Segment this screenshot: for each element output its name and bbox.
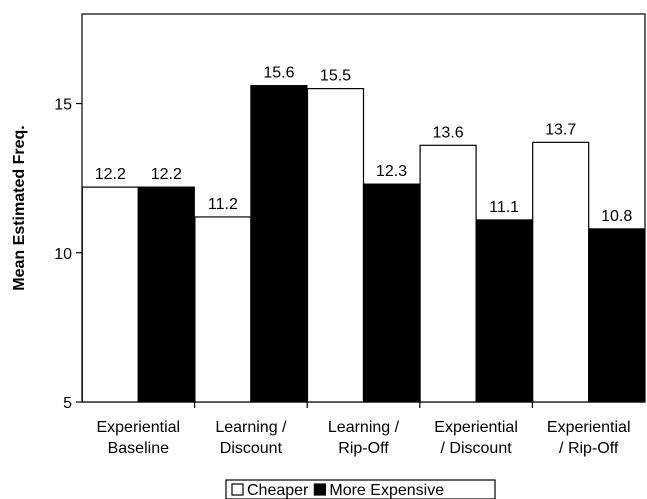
x-tick-label: Rip-Off (338, 440, 389, 457)
legend-label: Cheaper (247, 482, 309, 499)
data-label: 12.2 (95, 166, 126, 183)
y-tick-label: 5 (63, 395, 72, 412)
x-tick-label: Baseline (108, 440, 169, 457)
bar-cheaper (194, 216, 252, 403)
y-tick-label: 10 (54, 246, 72, 263)
bar-cheaper (419, 144, 477, 403)
data-label: 15.6 (263, 65, 294, 82)
legend-swatch-cheaper (231, 483, 244, 496)
data-label: 13.7 (545, 121, 576, 138)
data-label: 13.6 (433, 124, 464, 141)
y-tick-label: 15 (54, 97, 72, 114)
bar-more-expensive (362, 183, 421, 403)
legend-label: More Expensive (329, 482, 444, 499)
x-tick-label: Experiential (434, 419, 518, 436)
data-label: 11.1 (489, 199, 519, 216)
data-label: 15.5 (320, 68, 351, 85)
x-tick-label: Learning / (328, 419, 400, 436)
bar-more-expensive (250, 85, 308, 403)
data-label: 12.3 (376, 163, 407, 180)
bar-cheaper (532, 141, 590, 403)
x-tick-label: / Rip-Off (559, 440, 619, 457)
data-label: 11.2 (208, 196, 238, 213)
x-tick-label: / Discount (441, 440, 513, 457)
x-tick-label: Experiential (96, 419, 180, 436)
bar-cheaper (81, 186, 139, 403)
bar-more-expensive (588, 228, 646, 403)
y-axis-title: Mean Estimated Freq. (11, 125, 28, 290)
x-tick-label: Experiential (547, 419, 631, 436)
data-label: 12.2 (151, 166, 182, 183)
bar-more-expensive (475, 219, 533, 403)
legend-box (225, 479, 496, 499)
plot-area: 5 10 15 12.2 12.2 Experiential Baseline 11.2 15.… (54, 13, 646, 457)
x-tick-label: Discount (220, 440, 283, 457)
x-tick-label: Learning / (215, 419, 287, 436)
legend: Cheaper More Expensive (225, 479, 496, 499)
data-label: 10.8 (601, 208, 632, 225)
bar-cheaper (306, 88, 365, 403)
legend-swatch-more-expensive (313, 483, 326, 496)
bar-more-expensive (137, 186, 195, 403)
